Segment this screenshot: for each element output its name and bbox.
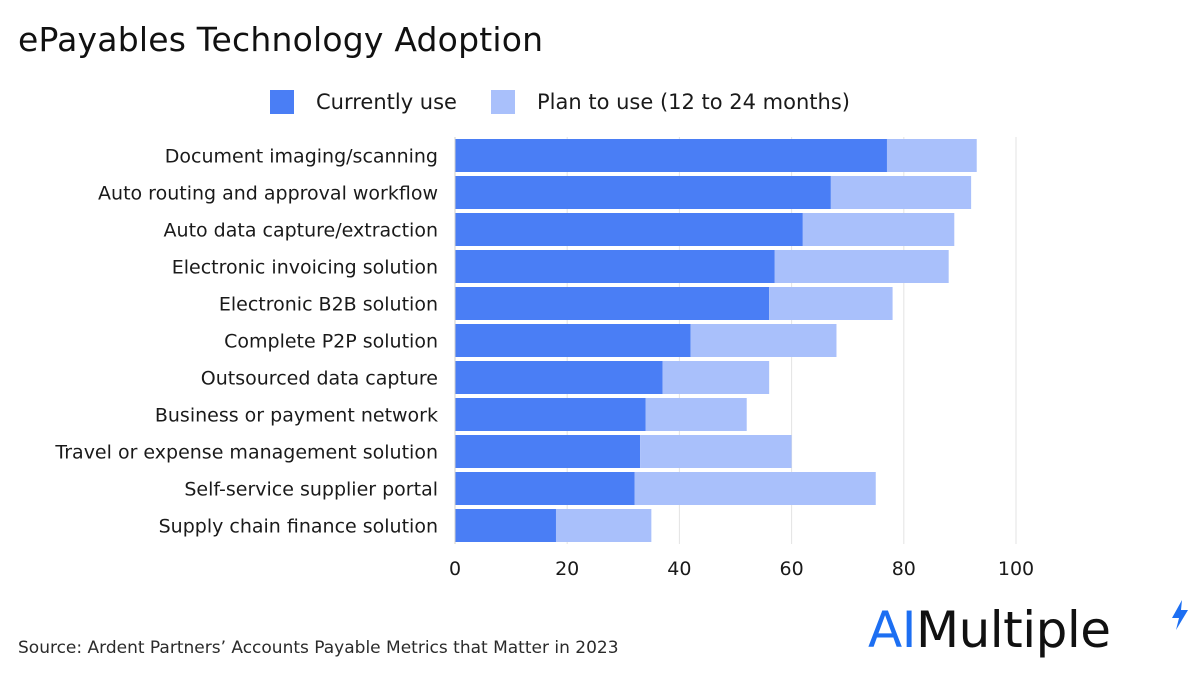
- legend-label-currently-use: Currently use: [316, 90, 457, 114]
- bar-plan-to-use: [802, 213, 955, 246]
- x-tick-label: 0: [449, 558, 461, 580]
- bar-currently-use: [455, 250, 775, 283]
- x-tick-label: 80: [892, 558, 916, 580]
- bar-plan-to-use: [640, 435, 792, 468]
- aimultiple-logo: AIMultiple: [868, 601, 1111, 659]
- bar-currently-use: [455, 324, 691, 357]
- source-note: Source: Ardent Partners’ Accounts Payabl…: [18, 638, 619, 658]
- bar-plan-to-use: [830, 176, 972, 209]
- bar-plan-to-use: [690, 324, 837, 357]
- bar-currently-use: [455, 176, 831, 209]
- bar-currently-use: [455, 509, 556, 542]
- bar-plan-to-use: [774, 250, 949, 283]
- bar-currently-use: [455, 287, 770, 320]
- category-label: Electronic invoicing solution: [172, 257, 438, 279]
- bar-currently-use: [455, 213, 803, 246]
- bar-currently-use: [455, 139, 887, 172]
- x-tick-label: 60: [780, 558, 804, 580]
- category-label: Business or payment network: [155, 405, 438, 427]
- legend-swatch-currently-use: [270, 90, 294, 114]
- bar-currently-use: [455, 435, 641, 468]
- legend-label-plan-to-use: Plan to use (12 to 24 months): [536, 90, 850, 114]
- category-label: Supply chain finance solution: [159, 516, 438, 538]
- category-label: Outsourced data capture: [201, 368, 438, 390]
- category-label: Electronic B2B solution: [219, 294, 438, 316]
- legend-swatch-plan-to-use: [490, 90, 515, 114]
- bar-plan-to-use: [769, 287, 893, 320]
- x-tick-label: 100: [998, 558, 1034, 580]
- bar-plan-to-use: [886, 139, 977, 172]
- x-tick-label: 40: [667, 558, 691, 580]
- category-label: Self-service supplier portal: [184, 479, 438, 501]
- bar-currently-use: [455, 361, 663, 394]
- bar-currently-use: [455, 398, 646, 431]
- chart-title: ePayables Technology Adoption: [18, 20, 544, 59]
- chart-legend: Currently use Plan to use (12 to 24 mont…: [270, 90, 884, 114]
- logo-lightning-icon: [1172, 600, 1188, 630]
- legend-item-currently-use: Currently use: [270, 90, 457, 114]
- legend-item-plan-to-use: Plan to use (12 to 24 months): [490, 90, 850, 114]
- bar-plan-to-use: [634, 472, 876, 505]
- bar-currently-use: [455, 472, 635, 505]
- category-label: Auto routing and approval workflow: [98, 183, 438, 205]
- bar-plan-to-use: [662, 361, 770, 394]
- category-label: Document imaging/scanning: [165, 146, 438, 168]
- category-label: Auto data capture/extraction: [164, 220, 438, 242]
- bar-plan-to-use: [555, 509, 652, 542]
- bar-plan-to-use: [645, 398, 747, 431]
- category-label: Travel or expense management solution: [54, 442, 438, 464]
- category-label: Complete P2P solution: [224, 331, 438, 353]
- x-tick-label: 20: [555, 558, 579, 580]
